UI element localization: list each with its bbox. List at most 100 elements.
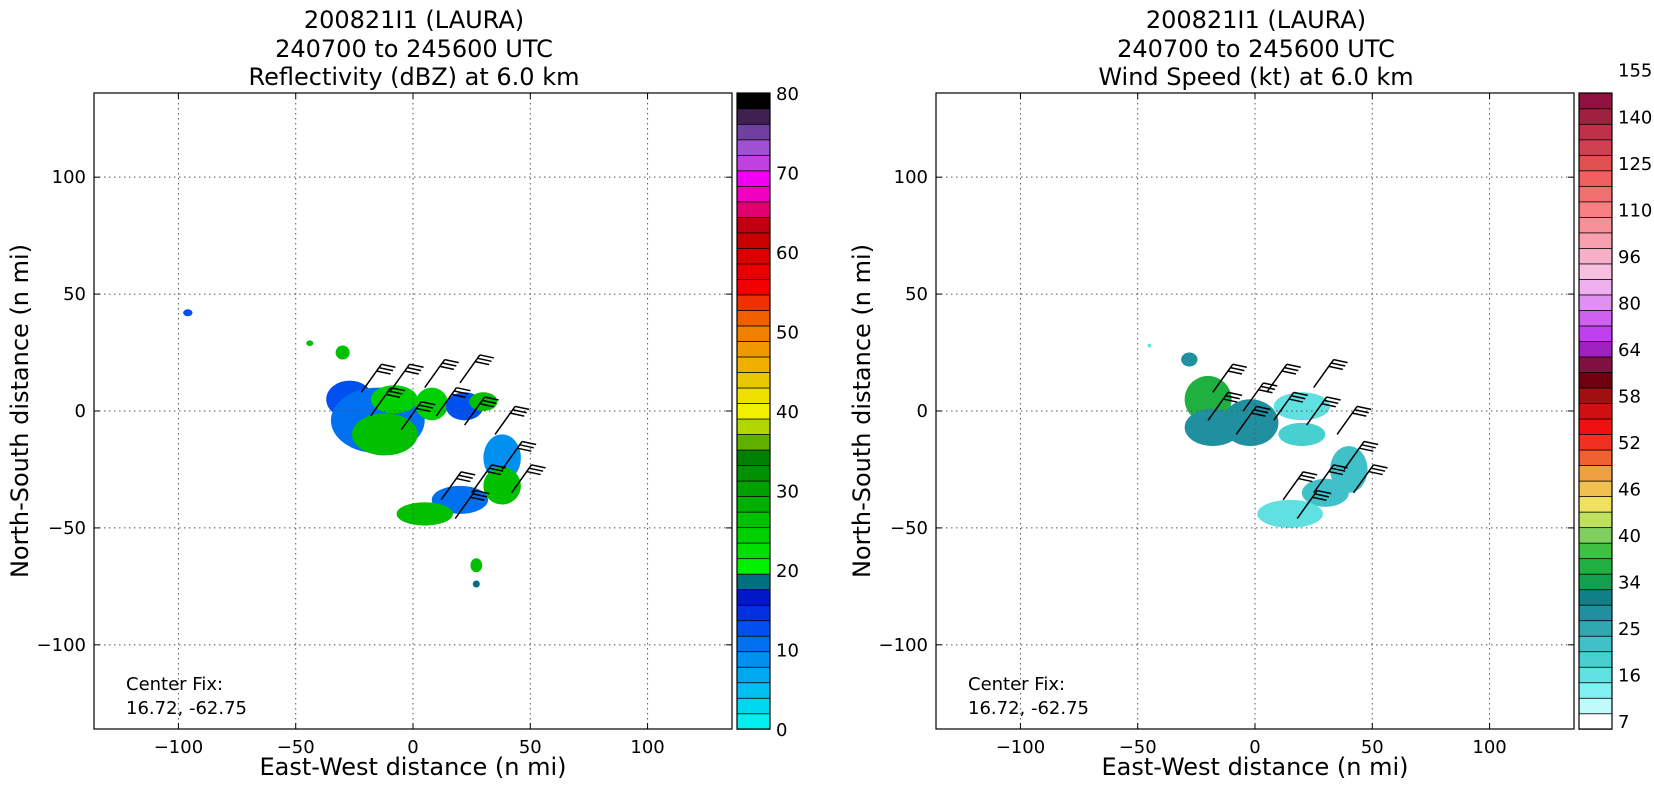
colorbar-tick-label: 7 bbox=[1618, 712, 1629, 733]
y-axis-label: North-South distance (n mi) bbox=[6, 244, 34, 578]
colorbar-tick-label: 110 bbox=[1618, 200, 1652, 221]
colorbar-tick-label: 30 bbox=[776, 482, 799, 503]
colorbar-tick-label: 40 bbox=[776, 402, 799, 423]
colorbar-swatch bbox=[736, 139, 771, 156]
echo-region bbox=[335, 345, 350, 360]
x-tick-labels: −100 −50 0 50 100 bbox=[154, 93, 665, 758]
colorbar-swatch bbox=[736, 185, 771, 203]
echo-region bbox=[1147, 343, 1152, 348]
panel-title-line-1: 200821I1 (LAURA) bbox=[304, 6, 524, 34]
colorbar-swatch bbox=[1578, 651, 1613, 668]
y-tick-label: −50 bbox=[890, 518, 928, 539]
echo-region bbox=[1278, 422, 1326, 447]
colorbar-swatch bbox=[736, 418, 771, 435]
colorbar-swatch bbox=[1578, 139, 1613, 156]
x-tick-label: −50 bbox=[1119, 737, 1157, 758]
colorbar-swatch bbox=[736, 604, 771, 622]
wind-barb bbox=[1313, 464, 1348, 494]
y-tick-label: −50 bbox=[48, 518, 86, 539]
reflectivity-panel: 200821I1 (LAURA) 240700 to 245600 UTC Re… bbox=[6, 6, 799, 781]
panel-title-line-3: Wind Speed (kt) at 6.0 km bbox=[1098, 63, 1413, 91]
colorbar-swatch bbox=[1578, 387, 1613, 404]
center-fix-value: 16.72, -62.75 bbox=[968, 698, 1089, 719]
colorbar-swatch bbox=[736, 294, 771, 311]
colorbar-swatch bbox=[736, 387, 771, 404]
colorbar-swatch bbox=[1578, 402, 1613, 420]
wind-barb bbox=[459, 354, 495, 384]
colorbar-swatch bbox=[736, 325, 771, 342]
colorbar-swatch bbox=[736, 464, 771, 482]
colorbar-swatch bbox=[736, 573, 771, 591]
wind-barb bbox=[1296, 489, 1332, 519]
colorbar-swatch bbox=[1578, 325, 1613, 342]
colorbar-swatch bbox=[736, 263, 771, 280]
colorbar-tick-label: 96 bbox=[1618, 247, 1641, 268]
y-tick-label: −100 bbox=[879, 635, 928, 656]
x-tick-label: 0 bbox=[407, 737, 418, 758]
x-axis-label: East-West distance (n mi) bbox=[259, 753, 566, 781]
y-tick-labels: 100 50 0 −50 −100 bbox=[37, 167, 732, 656]
colorbar-swatch bbox=[1578, 170, 1613, 187]
echo-region bbox=[1181, 352, 1198, 367]
colorbar-swatch bbox=[736, 682, 771, 699]
colorbar-tick-label: 0 bbox=[776, 720, 787, 741]
x-tick-label: −100 bbox=[996, 737, 1045, 758]
center-fix-label: Center Fix: bbox=[968, 674, 1065, 695]
colorbar-tick-label: 125 bbox=[1618, 154, 1652, 175]
colorbar-swatch bbox=[1578, 495, 1613, 513]
colorbar-swatch bbox=[1578, 154, 1613, 172]
colorbar-swatch bbox=[1578, 247, 1613, 265]
wind-barb bbox=[1212, 363, 1247, 393]
colorbar-swatch bbox=[1578, 697, 1613, 715]
colorbar: 7 16 25 34 40 46 52 58 64 80 96 110 125 140 155 bbox=[1578, 61, 1652, 733]
data-region-layer bbox=[1147, 343, 1368, 528]
y-tick-label: 100 bbox=[52, 167, 86, 188]
wind-barb bbox=[1305, 396, 1341, 426]
wind-barb bbox=[435, 386, 471, 417]
y-tick-label: 50 bbox=[905, 284, 928, 305]
colorbar-swatch bbox=[736, 170, 771, 187]
colorbar-tick-label: 52 bbox=[1618, 433, 1641, 454]
colorbar-swatch bbox=[1578, 294, 1613, 311]
echo-region bbox=[470, 558, 483, 573]
echo-region bbox=[1330, 446, 1368, 493]
colorbar-swatch bbox=[736, 480, 771, 498]
x-tick-label: 0 bbox=[1249, 737, 1260, 758]
colorbar-swatch bbox=[1578, 480, 1613, 498]
colorbar-swatch bbox=[1578, 573, 1613, 591]
colorbar-swatch bbox=[736, 340, 771, 358]
x-tick-label: −50 bbox=[277, 737, 315, 758]
echo-region bbox=[396, 502, 453, 526]
echo-region bbox=[183, 309, 193, 317]
wind-barb bbox=[1266, 363, 1301, 393]
colorbar-swatch bbox=[736, 557, 771, 575]
wind-barb bbox=[1235, 405, 1271, 435]
wind-barb bbox=[494, 405, 530, 435]
colorbar-swatch bbox=[736, 402, 771, 420]
colorbar-tick-label: 140 bbox=[1618, 107, 1652, 128]
colorbar: 0 10 20 30 40 50 60 70 80 bbox=[736, 84, 799, 741]
wind-barb bbox=[471, 464, 506, 494]
colorbar-swatch bbox=[736, 371, 771, 389]
wind-barb bbox=[1242, 382, 1278, 412]
gridlines bbox=[936, 93, 1574, 729]
y-tick-label: 50 bbox=[63, 284, 86, 305]
center-fix-value: 16.72, -62.75 bbox=[126, 698, 247, 719]
colorbar-swatch bbox=[1578, 449, 1613, 466]
colorbar-swatch bbox=[1578, 123, 1613, 141]
colorbar-tick-label: 46 bbox=[1618, 480, 1641, 501]
colorbar-swatch bbox=[1578, 511, 1613, 529]
y-tick-label: −100 bbox=[37, 635, 86, 656]
wind-barb bbox=[370, 386, 405, 417]
colorbar-swatch bbox=[736, 309, 771, 327]
colorbar-swatch bbox=[736, 232, 771, 249]
y-tick-label: 0 bbox=[917, 401, 928, 422]
colorbar-swatch bbox=[736, 511, 771, 529]
data-region-layer bbox=[183, 309, 521, 588]
colorbar-swatch bbox=[1578, 713, 1613, 730]
colorbar-swatch bbox=[1578, 108, 1613, 125]
panel-title-line-2: 240700 to 245600 UTC bbox=[275, 35, 553, 63]
y-axis-label: North-South distance (n mi) bbox=[848, 244, 876, 578]
colorbar-tick-label: 70 bbox=[776, 164, 799, 185]
